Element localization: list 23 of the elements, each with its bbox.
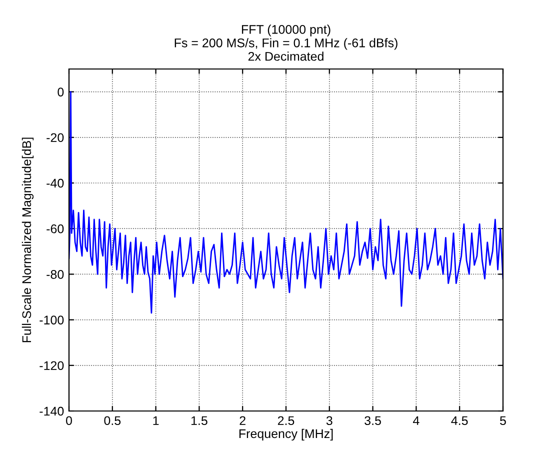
y-tick-label: -140 [40,406,64,416]
y-tick-label: -20 [46,133,64,142]
x-tick-label: 1 [153,416,159,425]
x-tick-label: 3 [326,416,332,426]
y-tick-label: -100 [40,316,64,324]
line-series [69,91,503,314]
y-tick-label: -120 [40,361,64,370]
y-tick-label: -80 [46,270,64,279]
x-tick-label: 3.5 [364,416,381,426]
x-tick-label: 1.5 [191,416,208,426]
x-tick-label: 4.5 [451,416,468,426]
y-tick-label: -40 [46,178,64,188]
y-tick-label: -60 [46,224,64,234]
x-tick-label: 4 [413,416,420,425]
x-tick-label: 0 [66,416,72,426]
x-tick-label: 5 [500,416,506,426]
x-tick-label: 2.5 [278,416,294,426]
chart-title: FFT (10000 pnt) Fs = 200 MS/s, Fin = 0.1 MHz (-61 dBfs) 2x Decimated [174,24,398,61]
x-tick-label: 2 [240,416,246,425]
x-tick-label: 0.5 [104,416,121,426]
x-axis-title: Frequency [MHz] [239,428,333,441]
y-tick-label: 0 [58,88,64,96]
y-axis-title: Full-Scale Normalized Magnitude[dB] [22,138,34,342]
